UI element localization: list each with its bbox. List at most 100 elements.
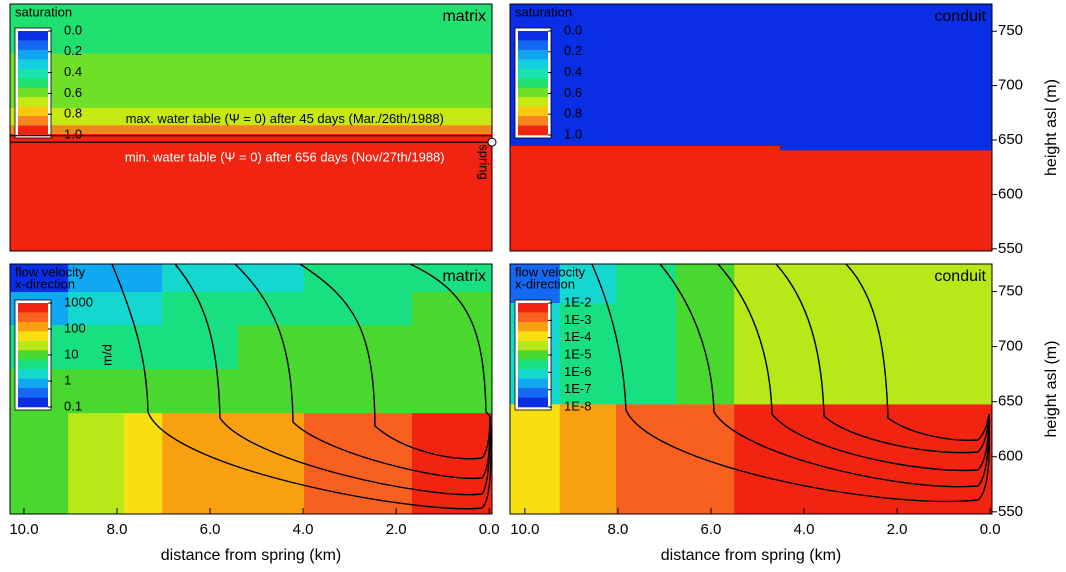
colorbar-label: 0.8 [564,106,582,121]
colorbar-swatch [518,59,548,70]
field-cell [616,264,677,304]
field-cell [123,291,163,326]
field-cell [411,412,493,515]
colorbar-label: 0.4 [564,64,582,79]
y-tick-label: 750 [998,22,1023,39]
colorbar-title: x-direction [515,276,575,291]
colorbar-label: 1E-3 [564,312,591,327]
field-cell [918,302,993,405]
field-cell [304,412,413,515]
field-cell [411,291,493,326]
colorbar-label: 10 [64,346,78,361]
field-cell [734,264,810,304]
colorbar-swatch [18,59,48,70]
field-cell [510,145,781,151]
colorbar-swatch [18,116,48,126]
field-cell [10,52,493,87]
field-cell [162,291,239,326]
field-cell [411,324,493,370]
field-cell [559,264,617,304]
colorbar-label: 0.2 [564,43,582,58]
field-cell [237,291,305,326]
field-cell [918,264,993,304]
field-cell [304,291,413,326]
colorbar-title: saturation [515,4,572,19]
panel-title: matrix [442,8,486,25]
x-tick-label: 6.0 [701,521,722,538]
colorbar-swatch [518,350,548,361]
panel-title: conduit [934,268,986,285]
field-cell [808,403,919,515]
field-cell [10,412,69,515]
colorbar-swatch [518,40,548,51]
colorbar-label: 1 [64,372,71,387]
annotation: min. water table (Ψ = 0) after 656 days … [125,150,445,165]
colorbar-label: 0.2 [64,43,82,58]
plot-frame [509,263,993,515]
x-tick-label: 8.0 [608,521,629,538]
x-tick-label: 2.0 [386,521,407,538]
y-tick-label: 550 [998,503,1023,520]
colorbar-swatch [18,359,48,370]
flow-path [845,263,990,442]
colorbar-swatch [18,125,48,136]
panel-title: conduit [934,8,986,25]
colorbar-swatch [18,340,48,351]
flow-path [659,263,990,488]
field-cell [510,403,561,515]
field-cell [237,368,305,414]
field-cell [304,368,413,414]
field-cell [10,85,493,108]
colorbar-swatch [518,49,548,60]
field-cell [162,264,239,293]
colorbar-swatch [18,397,48,408]
colorbar-label: 0.6 [564,85,582,100]
colorbar-swatch [18,87,48,98]
y-tick-label: 550 [998,240,1023,257]
colorbar-label: 1E-2 [564,294,591,309]
fields [10,4,993,515]
colorbar-swatch [18,49,48,60]
colorbar-label: 0.4 [64,64,82,79]
colorbar-label: 0.1 [64,398,82,413]
flow-path [409,263,491,417]
y-tick-label: 700 [998,338,1023,355]
colorbar-swatch [518,359,548,370]
flow-path [775,263,990,454]
field-cell [304,264,413,293]
y-tick-label: 750 [998,283,1023,300]
colorbar-swatch [518,378,548,389]
field-cell [779,145,993,151]
colorbar-swatch [18,97,48,107]
colorbar-swatch [18,68,48,79]
plot-frame [509,3,993,252]
colorbar-swatch [18,40,48,51]
field-cell [616,403,677,515]
colorbar-swatch [18,303,48,313]
panel-title: matrix [442,268,486,285]
field-cell [10,142,493,252]
y-tick-label: 650 [998,393,1023,410]
colorbar-swatch [518,321,548,332]
colorbar-swatch [518,369,548,379]
flow-path [299,263,491,460]
field-cell [559,403,617,515]
x-tick-label: 0.0 [980,521,1001,538]
field-cell [68,264,125,293]
flow-path [234,263,491,480]
field-cell [411,264,493,293]
flow-path [111,263,492,510]
field-cell [779,4,993,146]
colorbar-label: 1000 [64,294,93,309]
colorbar-swatch [18,388,48,398]
colorbar-swatch [18,331,48,342]
y-axis-label: height asl (m) [1043,79,1060,176]
colorbar-swatch [18,31,48,41]
colorbar-label: 1E-6 [564,364,591,379]
field-cell [162,412,239,515]
colorbar-label: 1.0 [564,126,582,141]
field-cell [918,403,993,515]
x-tick-label: 4.0 [794,521,815,538]
plot-frame [9,263,493,515]
